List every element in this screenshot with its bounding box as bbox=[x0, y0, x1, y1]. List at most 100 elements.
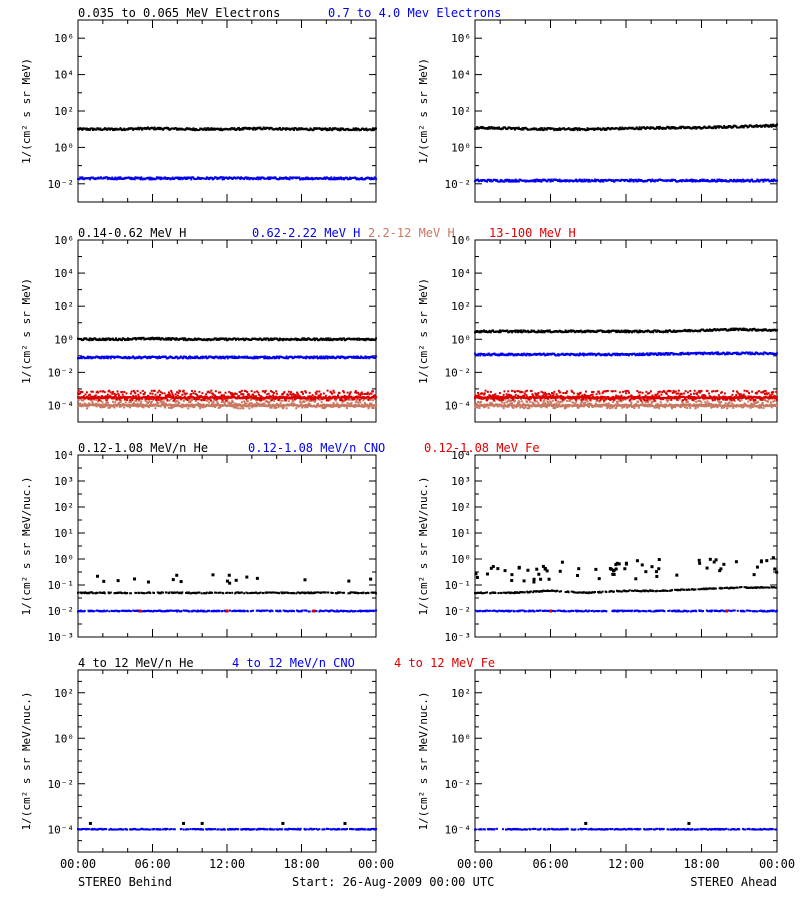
data-point bbox=[259, 178, 262, 181]
data-point bbox=[140, 176, 143, 179]
data-point bbox=[304, 176, 307, 179]
data-point bbox=[489, 178, 492, 181]
data-point bbox=[184, 393, 187, 396]
data-point bbox=[342, 391, 345, 394]
data-point bbox=[246, 355, 249, 358]
data-point bbox=[688, 328, 691, 331]
data-point bbox=[328, 128, 331, 131]
data-point bbox=[234, 402, 237, 405]
data-point bbox=[113, 406, 116, 409]
data-point bbox=[120, 339, 123, 342]
data-point bbox=[217, 402, 220, 405]
data-point bbox=[190, 398, 193, 401]
data-point bbox=[532, 179, 535, 182]
data-point bbox=[613, 180, 616, 183]
data-point bbox=[484, 331, 487, 334]
data-point bbox=[228, 390, 231, 393]
data-point bbox=[263, 402, 266, 405]
data-point bbox=[223, 357, 226, 360]
data-point bbox=[220, 395, 223, 398]
data-point bbox=[118, 398, 121, 401]
data-point bbox=[193, 337, 196, 340]
data-point bbox=[693, 179, 696, 182]
data-point bbox=[263, 337, 266, 340]
data-point bbox=[514, 128, 517, 131]
data-point bbox=[284, 357, 287, 360]
data-point bbox=[691, 180, 694, 183]
data-point bbox=[223, 402, 226, 405]
data-point bbox=[117, 394, 120, 397]
data-point bbox=[132, 395, 135, 398]
data-point bbox=[339, 337, 342, 340]
data-point bbox=[538, 180, 541, 183]
data-point bbox=[338, 392, 341, 395]
data-point bbox=[113, 129, 116, 132]
data-point bbox=[254, 128, 257, 131]
data-point bbox=[340, 405, 343, 408]
data-point bbox=[124, 355, 127, 358]
data-point bbox=[109, 355, 112, 358]
y-tick-label: 10⁻⁴ bbox=[445, 399, 472, 412]
data-point bbox=[618, 126, 621, 129]
data-point bbox=[656, 127, 659, 130]
data-point bbox=[732, 178, 735, 181]
data-point bbox=[331, 356, 334, 359]
data-point bbox=[234, 357, 237, 360]
data-point bbox=[175, 399, 178, 402]
data-point bbox=[367, 356, 370, 359]
data-point bbox=[144, 400, 147, 403]
data-point bbox=[304, 391, 307, 394]
data-point bbox=[114, 403, 117, 406]
data-point bbox=[132, 356, 135, 359]
data-point bbox=[266, 176, 269, 179]
data-point bbox=[239, 390, 242, 393]
y-axis-label: 1/(cm² s sr MeV) bbox=[417, 278, 430, 384]
data-point bbox=[117, 403, 120, 406]
data-point bbox=[326, 357, 329, 360]
data-point bbox=[105, 399, 108, 402]
data-point bbox=[215, 404, 218, 407]
data-point bbox=[497, 353, 500, 356]
data-point bbox=[162, 403, 165, 406]
data-point bbox=[225, 399, 228, 402]
data-point bbox=[357, 393, 360, 396]
data-point bbox=[345, 176, 348, 179]
data-point bbox=[695, 127, 698, 130]
data-point bbox=[203, 399, 206, 402]
data-point bbox=[269, 177, 272, 180]
data-point bbox=[735, 179, 738, 182]
data-point bbox=[728, 180, 731, 183]
data-point bbox=[150, 389, 153, 392]
data-point bbox=[372, 407, 375, 410]
data-point bbox=[346, 391, 349, 394]
data-point bbox=[312, 399, 315, 402]
data-point bbox=[106, 178, 109, 181]
data-point bbox=[199, 407, 202, 410]
data-point bbox=[94, 402, 97, 405]
data-point bbox=[136, 390, 139, 393]
data-point bbox=[193, 356, 196, 359]
data-point bbox=[147, 406, 150, 409]
data-point bbox=[607, 329, 610, 332]
data-point bbox=[284, 398, 287, 401]
data-point bbox=[262, 176, 265, 179]
data-point bbox=[625, 352, 627, 355]
data-point bbox=[245, 176, 248, 179]
data-point bbox=[155, 356, 158, 359]
data-point bbox=[537, 178, 540, 181]
data-point bbox=[331, 392, 334, 395]
data-point bbox=[267, 178, 270, 181]
data-point bbox=[688, 179, 691, 182]
data-point bbox=[523, 179, 526, 182]
data-point bbox=[330, 355, 333, 358]
data-point bbox=[575, 178, 578, 181]
data-point bbox=[563, 179, 566, 182]
data-point bbox=[198, 390, 201, 393]
data-point bbox=[713, 178, 716, 181]
data-point bbox=[170, 177, 173, 180]
data-series bbox=[474, 327, 778, 334]
data-point bbox=[722, 126, 725, 129]
data-point bbox=[345, 398, 348, 401]
data-point bbox=[716, 353, 719, 356]
data-point bbox=[162, 400, 165, 403]
